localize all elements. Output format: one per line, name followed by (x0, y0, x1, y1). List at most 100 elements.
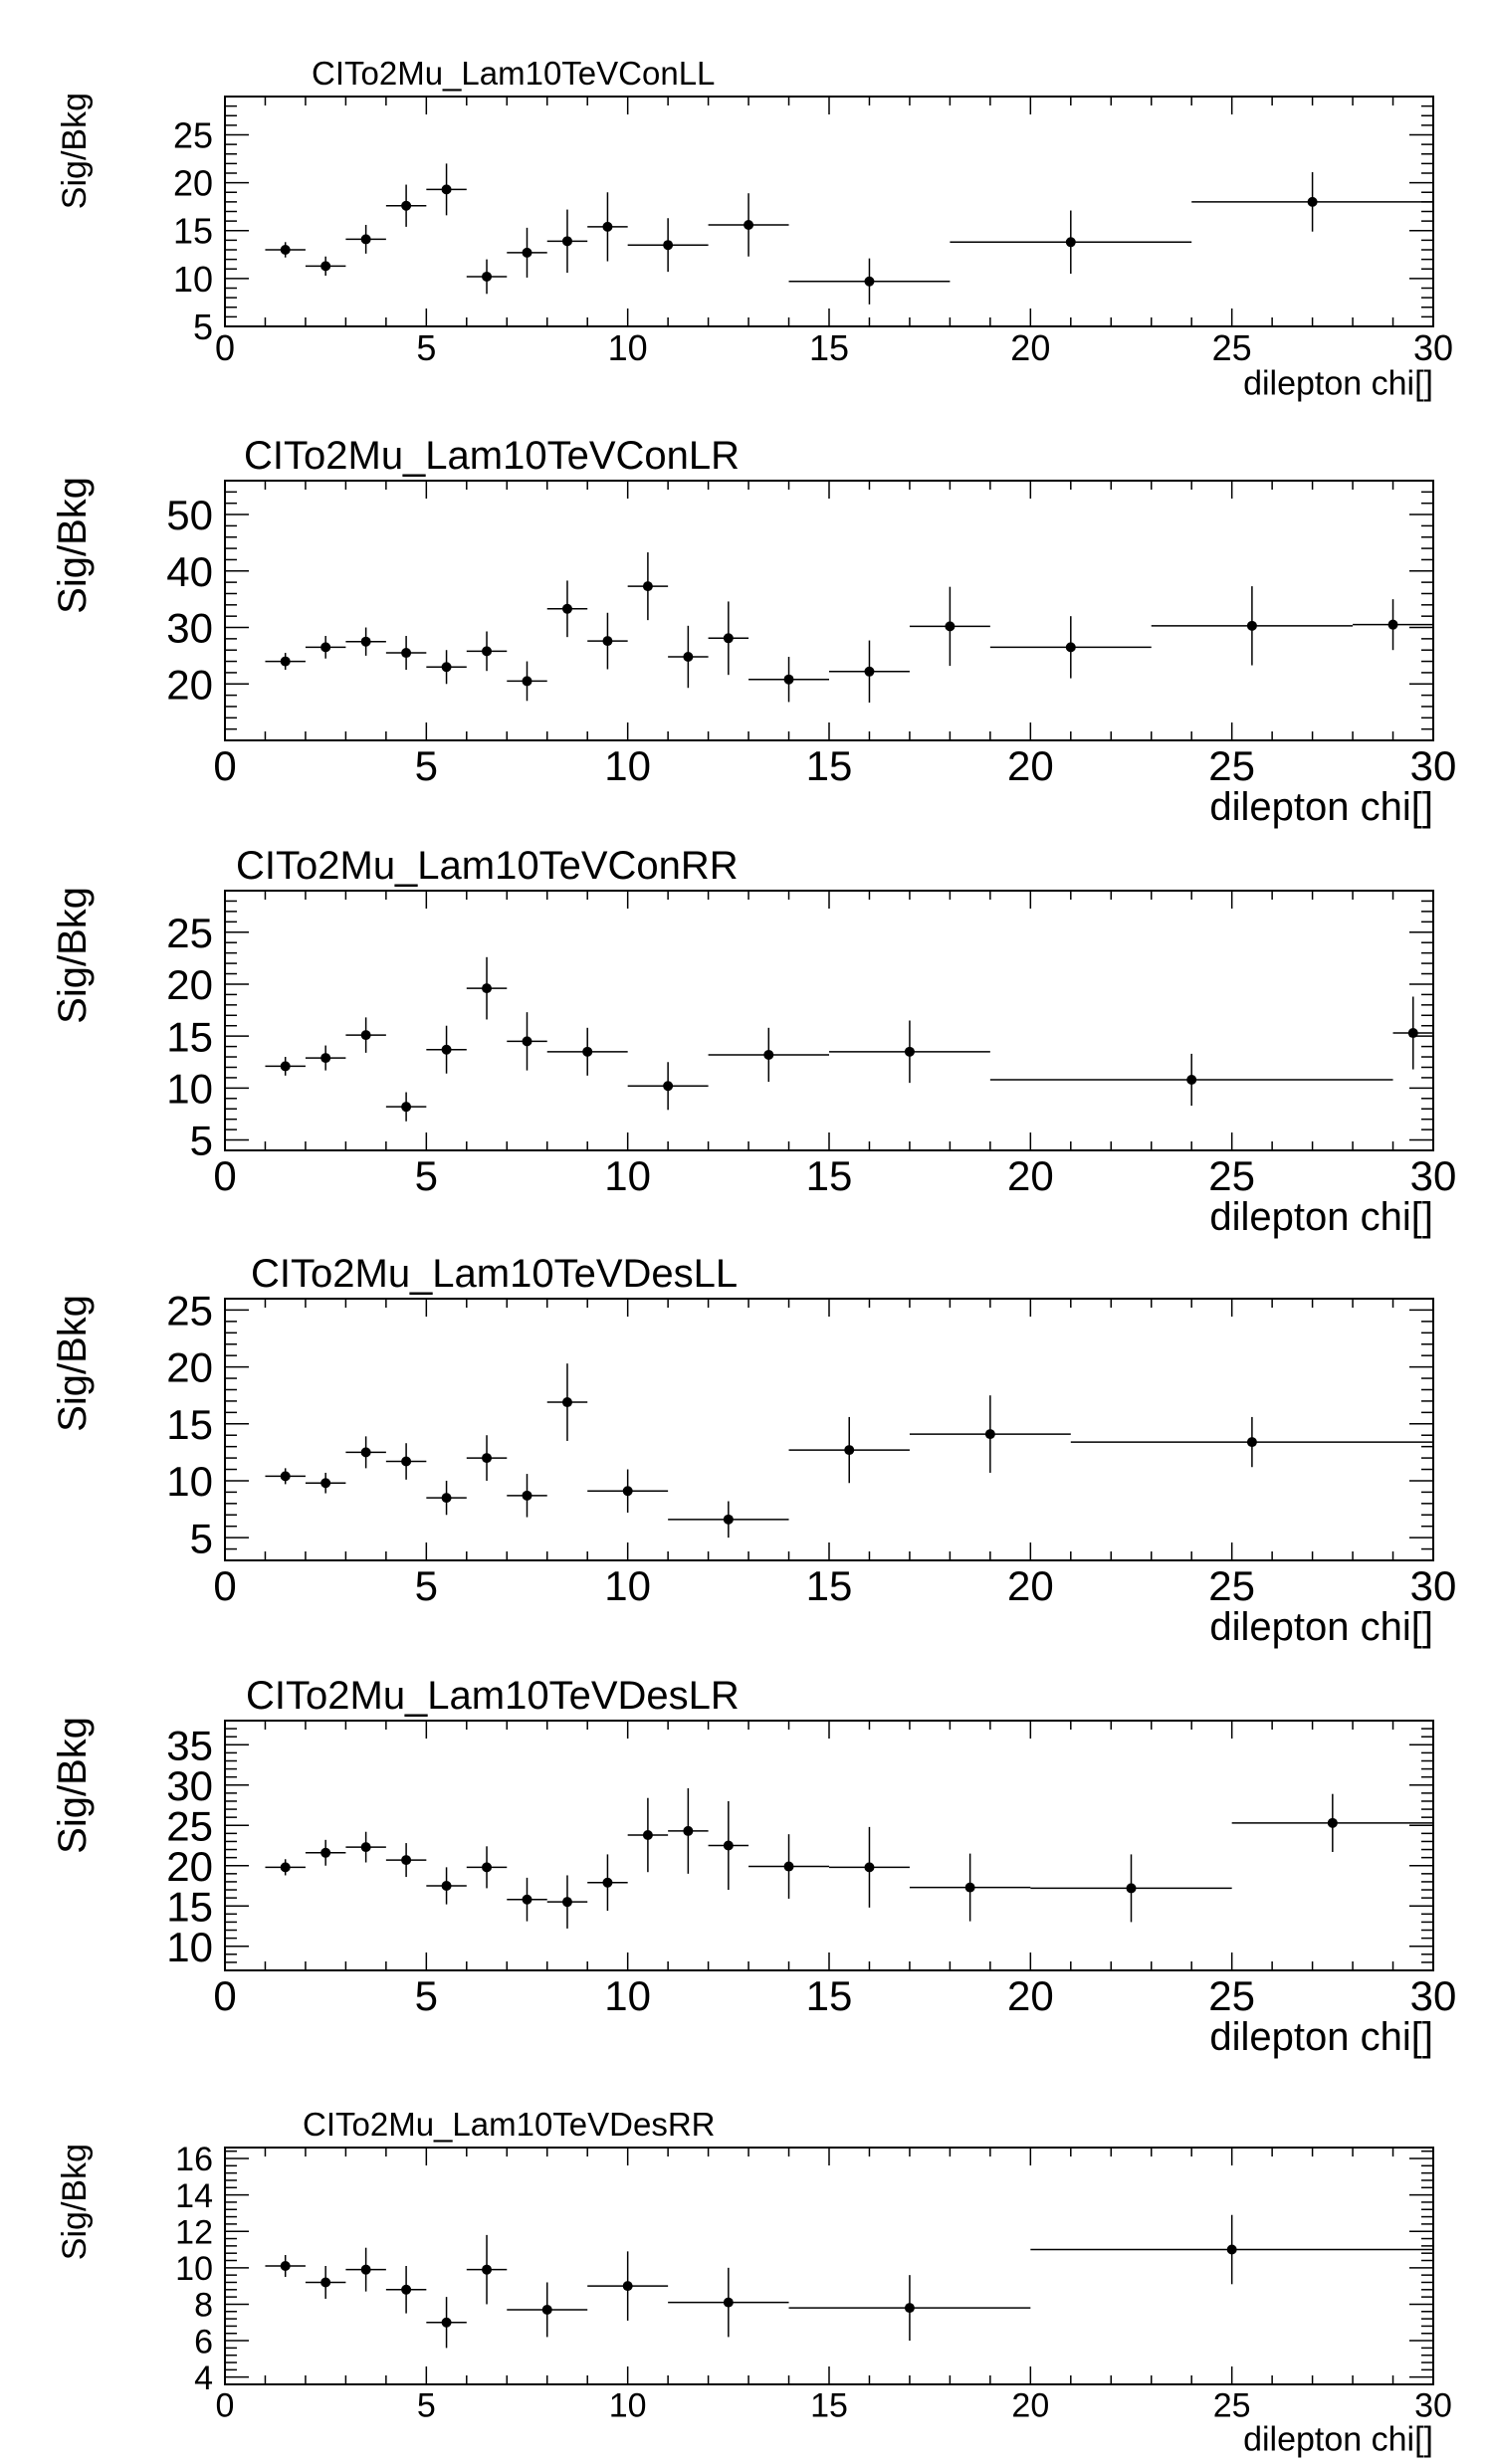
data-marker (360, 2264, 371, 2275)
data-marker (864, 1862, 875, 1873)
data-point (989, 616, 1152, 679)
y-tick-label: 20 (166, 661, 213, 708)
y-tick-label: 30 (166, 1762, 213, 1809)
data-marker (441, 1044, 452, 1055)
y-axis-label: Sig/Bkg (56, 2144, 94, 2260)
x-tick-label: 20 (1011, 2386, 1049, 2424)
x-tick-label: 30 (1410, 742, 1457, 789)
y-tick-label: 5 (193, 307, 213, 347)
x-tick-label: 10 (604, 1562, 651, 1609)
data-point (788, 258, 951, 305)
data-point (989, 1053, 1393, 1107)
data-marker (320, 642, 331, 653)
y-tick-label: 4 (194, 2360, 213, 2397)
data-marker (280, 1061, 291, 1072)
data-marker (401, 2284, 412, 2295)
data-point (466, 956, 508, 1020)
data-point (1191, 172, 1433, 232)
data-point (587, 192, 628, 262)
data-point (909, 1853, 1031, 1922)
y-tick-label: 16 (175, 2141, 213, 2178)
x-tick-label: 30 (1410, 1152, 1457, 1199)
x-tick-label: 20 (1007, 1972, 1054, 2019)
y-tick-label: 25 (166, 910, 213, 956)
data-marker (602, 636, 613, 647)
data-marker (602, 221, 613, 232)
data-point (507, 1012, 547, 1071)
data-marker (1246, 1437, 1257, 1448)
data-point (1030, 2214, 1433, 2285)
data-point (788, 1416, 910, 1484)
x-axis-label: dilepton chi[] (1209, 1605, 1433, 1649)
data-marker (723, 2297, 734, 2308)
data-point (587, 1469, 669, 1513)
x-axis-label: dilepton chi[] (1243, 364, 1433, 402)
y-tick-label: 25 (166, 1802, 213, 1849)
data-point (345, 1017, 386, 1053)
data-point (507, 227, 547, 278)
data-point (668, 625, 709, 689)
data-point (507, 1474, 547, 1518)
data-marker (320, 1478, 331, 1489)
data-point (748, 1834, 829, 1899)
data-point (587, 612, 628, 670)
y-tick-label: 20 (173, 163, 213, 204)
data-marker (320, 261, 331, 272)
y-tick-label: 6 (194, 2323, 213, 2361)
data-point (466, 1846, 508, 1889)
y-axis-label: Sig/Bkg (56, 93, 94, 209)
data-point (305, 1839, 346, 1866)
data-marker (1186, 1075, 1197, 1086)
x-tick-label: 30 (1414, 2386, 1452, 2424)
x-tick-label: 0 (213, 1152, 236, 1199)
chart-panel: 0 5 10 15 20 25 30 20 30 40 50 CITo2Mu_Lam10TeVConL… (0, 412, 1489, 829)
chart-panel: 0 5 10 15 20 25 30 5 10 15 20 25 CITo2Mu_Lam10TeVCon… (0, 822, 1489, 1239)
data-marker (482, 983, 493, 994)
chart-svg: 0 5 10 15 20 25 30 20 30 40 50 CITo2Mu_Lam10TeVConL… (51, 434, 1457, 829)
data-point (546, 1363, 588, 1441)
data-point (708, 601, 749, 676)
x-tick-label: 25 (1208, 742, 1255, 789)
data-marker (522, 247, 532, 258)
data-marker (482, 1453, 493, 1464)
data-point (668, 1501, 789, 1539)
data-marker (1407, 1028, 1418, 1039)
data-point (627, 1062, 709, 1111)
x-tick-label: 15 (809, 327, 849, 368)
y-tick-label: 35 (166, 1722, 213, 1768)
data-point (305, 636, 346, 659)
x-axis-label: dilepton chi[] (1209, 785, 1433, 829)
y-tick-label: 25 (166, 1288, 213, 1335)
data-marker (1307, 196, 1318, 207)
x-tick-label: 5 (415, 1972, 438, 2019)
data-point (305, 256, 346, 276)
data-marker (401, 1855, 412, 1866)
data-marker (904, 1046, 915, 1057)
data-point (546, 209, 588, 274)
data-point (668, 2267, 789, 2338)
data-marker (864, 666, 875, 677)
data-point (587, 1854, 628, 1912)
data-point (507, 1877, 547, 1922)
data-point (385, 1843, 427, 1878)
x-tick-label: 15 (806, 1562, 853, 1609)
data-marker (360, 1030, 371, 1041)
x-tick-label: 10 (609, 2386, 647, 2424)
x-tick-label: 10 (604, 742, 651, 789)
chart-svg: 0 5 10 15 20 25 3046810121416CITo2Mu_Lam10TeVD… (56, 2106, 1452, 2458)
data-marker (360, 234, 371, 245)
y-tick-label: 15 (166, 1013, 213, 1060)
y-tick-label: 15 (166, 1401, 213, 1448)
data-point (950, 210, 1192, 275)
x-tick-label: 30 (1413, 327, 1453, 368)
x-tick-label: 25 (1212, 327, 1252, 368)
data-point (426, 1025, 467, 1074)
y-tick-label: 10 (166, 1924, 213, 1970)
data-marker (602, 1877, 613, 1888)
x-axis-label: dilepton chi[] (1243, 2420, 1433, 2458)
data-marker (964, 1882, 975, 1893)
data-marker (320, 1053, 331, 1064)
data-point (1070, 1416, 1433, 1468)
data-point (748, 657, 829, 703)
x-tick-label: 0 (213, 742, 236, 789)
